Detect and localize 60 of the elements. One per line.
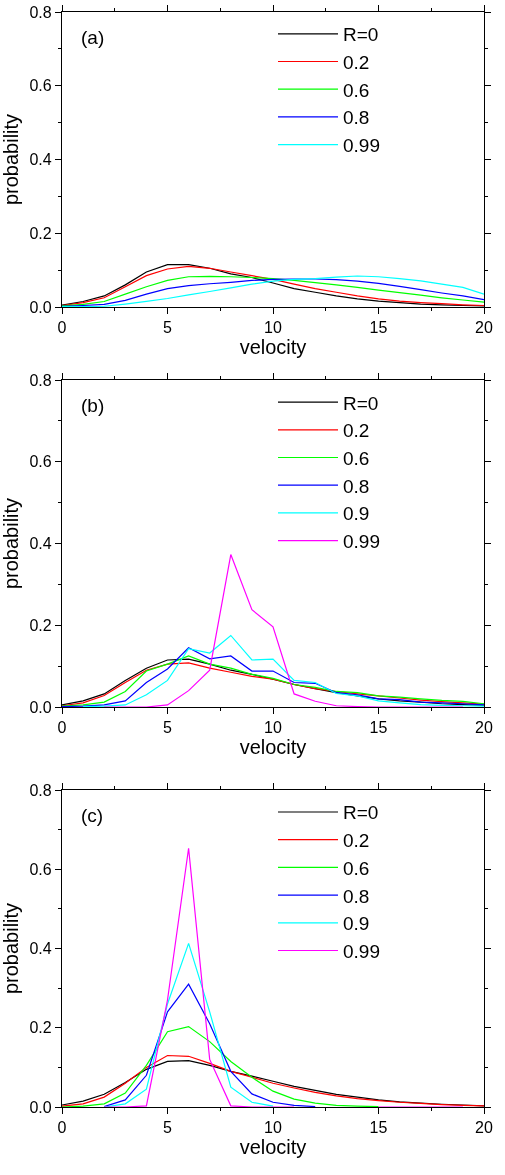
y-tick-label: 0.0 [29,698,52,716]
legend-label: R=0 [343,802,379,824]
line-series [82,634,484,707]
y-tick-label: 0.0 [29,298,52,316]
y-tick-label: 0.6 [29,860,52,878]
y-tick-label: 0.8 [29,781,52,799]
line-series [103,983,316,1107]
y-tick-label: 0.8 [29,371,52,389]
y-axis-title: probability [0,497,22,590]
legend-label: 0.9 [343,503,370,525]
legend-label: 0.2 [343,51,370,73]
legend-label: 0.6 [343,857,370,879]
legend-label: 0.8 [343,107,370,129]
x-axis-title: velocity [239,336,307,359]
legend-label: R=0 [343,392,379,414]
x-tick-label: 10 [264,719,282,737]
y-tick-label: 0.6 [29,453,52,471]
y-tick-label: 0.2 [29,1019,52,1037]
x-tick-label: 10 [264,319,282,337]
y-tick-label: 0.0 [29,1098,52,1116]
x-tick-label: 5 [163,719,173,737]
x-axis-title: velocity [239,1136,307,1159]
annotation: (c) [81,805,104,826]
x-tick-label: 20 [475,1119,493,1137]
line-series [62,1025,380,1107]
x-tick-label: 15 [369,719,388,737]
x-tick-label: 15 [369,319,388,337]
legend-label: 0.8 [343,885,370,907]
legend-label: 0.6 [343,447,370,469]
legend-label: 0.99 [343,135,380,157]
x-tick-label: 0 [57,1119,67,1137]
x-tick-label: 0 [57,319,67,337]
y-tick-label: 0.2 [29,616,52,634]
x-axis-title: velocity [239,736,307,759]
legend-label: 0.99 [343,531,380,553]
y-tick-label: 0.6 [29,77,52,95]
y-tick-label: 0.4 [29,940,52,958]
annotation: (b) [81,395,105,416]
y-tick-label: 0.4 [29,535,52,553]
x-tick-label: 20 [475,319,493,337]
legend-label: 0.6 [343,79,370,101]
y-tick-label: 0.2 [29,224,52,242]
legend-label: 0.8 [343,475,370,497]
annotation: (a) [81,27,105,48]
y-axis-title: probability [0,902,22,995]
legend-label: R=0 [343,24,379,46]
y-tick-label: 0.4 [29,151,52,169]
y-tick-label: 0.8 [29,3,52,21]
line-series [103,553,464,707]
x-tick-label: 10 [264,1119,282,1137]
legend-label: 0.99 [343,940,380,962]
legend-label: 0.2 [343,420,370,442]
y-axis-title: probability [0,113,22,206]
x-tick-label: 0 [57,719,67,737]
x-tick-label: 5 [163,1119,173,1137]
x-tick-label: 20 [475,719,493,737]
x-tick-label: 5 [163,319,173,337]
legend-label: 0.9 [343,913,370,935]
x-tick-label: 15 [369,1119,388,1137]
legend-label: 0.2 [343,830,370,852]
